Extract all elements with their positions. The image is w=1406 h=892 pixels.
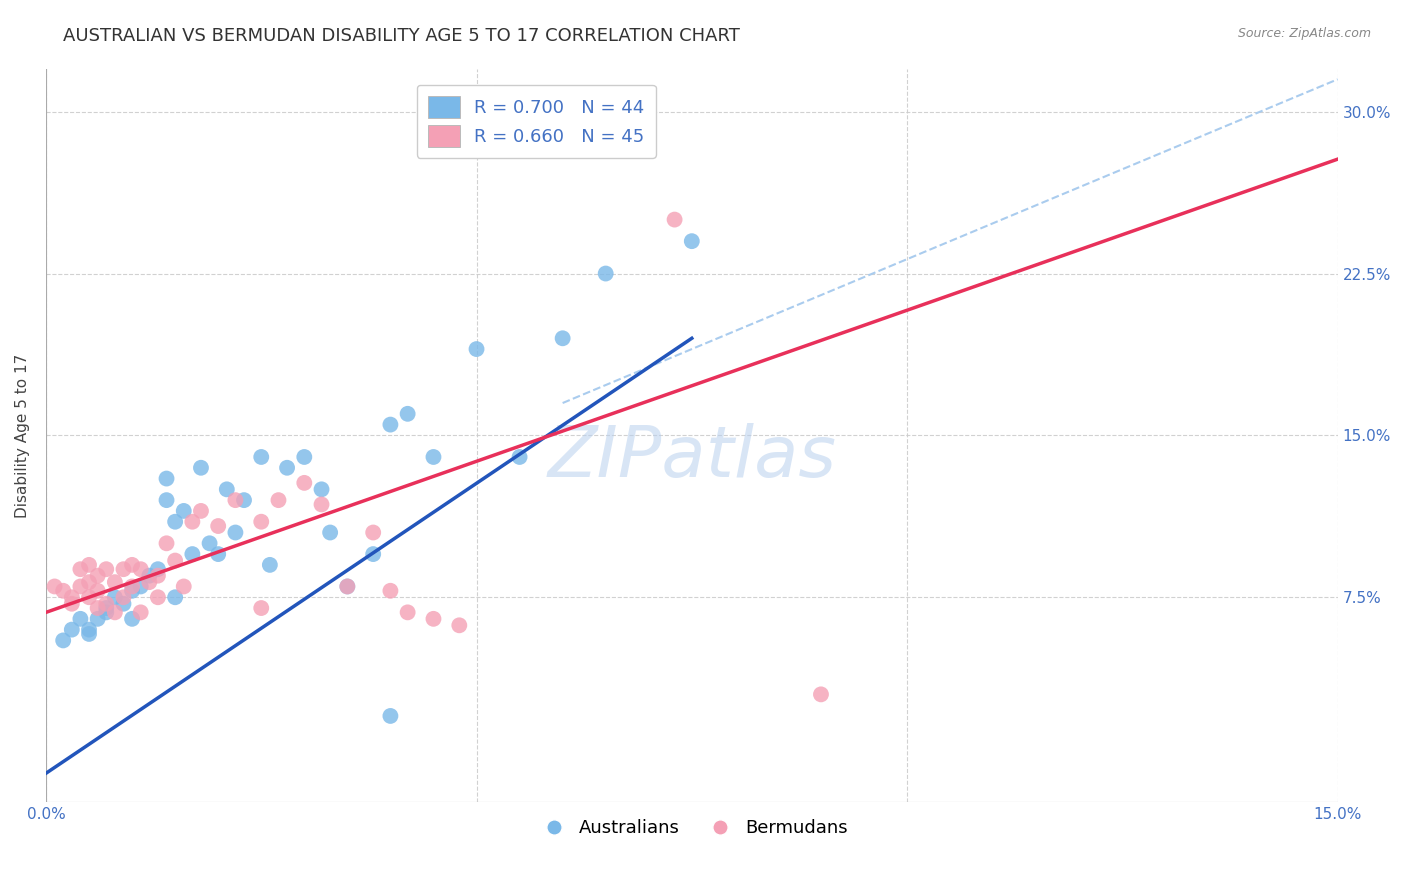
Point bbox=[422, 450, 444, 464]
Point bbox=[155, 536, 177, 550]
Point bbox=[86, 601, 108, 615]
Legend: Australians, Bermudans: Australians, Bermudans bbox=[529, 812, 855, 845]
Point bbox=[396, 605, 419, 619]
Text: AUSTRALIAN VS BERMUDAN DISABILITY AGE 5 TO 17 CORRELATION CHART: AUSTRALIAN VS BERMUDAN DISABILITY AGE 5 … bbox=[63, 27, 740, 45]
Point bbox=[121, 579, 143, 593]
Point bbox=[361, 547, 384, 561]
Point bbox=[207, 547, 229, 561]
Point bbox=[77, 623, 100, 637]
Point bbox=[77, 591, 100, 605]
Text: Source: ZipAtlas.com: Source: ZipAtlas.com bbox=[1237, 27, 1371, 40]
Point bbox=[96, 597, 118, 611]
Point bbox=[155, 493, 177, 508]
Point bbox=[96, 601, 118, 615]
Point bbox=[60, 623, 83, 637]
Point bbox=[146, 562, 169, 576]
Point bbox=[104, 575, 127, 590]
Point bbox=[165, 515, 187, 529]
Point bbox=[810, 687, 832, 701]
Point bbox=[681, 234, 703, 248]
Point bbox=[259, 558, 281, 572]
Point bbox=[104, 605, 127, 619]
Point bbox=[380, 709, 402, 723]
Point bbox=[664, 212, 686, 227]
Point bbox=[129, 562, 152, 576]
Point bbox=[422, 612, 444, 626]
Point bbox=[86, 612, 108, 626]
Point bbox=[319, 525, 342, 540]
Point bbox=[44, 579, 66, 593]
Point bbox=[190, 504, 212, 518]
Point bbox=[181, 547, 204, 561]
Point bbox=[198, 536, 221, 550]
Point bbox=[155, 471, 177, 485]
Point bbox=[250, 450, 273, 464]
Point bbox=[60, 597, 83, 611]
Point bbox=[292, 475, 315, 490]
Point bbox=[361, 525, 384, 540]
Point bbox=[380, 583, 402, 598]
Point bbox=[96, 605, 118, 619]
Point bbox=[146, 591, 169, 605]
Point bbox=[233, 493, 256, 508]
Point bbox=[146, 568, 169, 582]
Point bbox=[60, 591, 83, 605]
Point bbox=[292, 450, 315, 464]
Point bbox=[224, 493, 246, 508]
Point bbox=[595, 267, 617, 281]
Point bbox=[449, 618, 471, 632]
Point bbox=[69, 612, 91, 626]
Point bbox=[69, 562, 91, 576]
Point bbox=[129, 605, 152, 619]
Point bbox=[138, 568, 160, 582]
Y-axis label: Disability Age 5 to 17: Disability Age 5 to 17 bbox=[15, 353, 30, 517]
Point bbox=[69, 579, 91, 593]
Point bbox=[112, 562, 135, 576]
Point bbox=[121, 612, 143, 626]
Point bbox=[112, 591, 135, 605]
Point bbox=[250, 515, 273, 529]
Point bbox=[121, 583, 143, 598]
Point bbox=[250, 601, 273, 615]
Point bbox=[311, 483, 333, 497]
Point bbox=[551, 331, 574, 345]
Point bbox=[311, 498, 333, 512]
Point bbox=[215, 483, 238, 497]
Point bbox=[173, 579, 195, 593]
Point bbox=[121, 558, 143, 572]
Point bbox=[224, 525, 246, 540]
Point bbox=[52, 583, 75, 598]
Point bbox=[465, 342, 488, 356]
Point bbox=[336, 579, 359, 593]
Point bbox=[181, 515, 204, 529]
Point bbox=[165, 553, 187, 567]
Text: ZIPatlas: ZIPatlas bbox=[547, 423, 837, 491]
Point bbox=[86, 583, 108, 598]
Point bbox=[129, 579, 152, 593]
Point bbox=[173, 504, 195, 518]
Point bbox=[77, 575, 100, 590]
Point bbox=[77, 627, 100, 641]
Point bbox=[77, 558, 100, 572]
Point bbox=[509, 450, 531, 464]
Point bbox=[104, 591, 127, 605]
Point bbox=[276, 460, 298, 475]
Point bbox=[86, 568, 108, 582]
Point bbox=[396, 407, 419, 421]
Point bbox=[96, 562, 118, 576]
Point bbox=[267, 493, 290, 508]
Point bbox=[165, 591, 187, 605]
Point bbox=[138, 575, 160, 590]
Point bbox=[112, 597, 135, 611]
Point bbox=[207, 519, 229, 533]
Point bbox=[52, 633, 75, 648]
Point bbox=[336, 579, 359, 593]
Point bbox=[380, 417, 402, 432]
Point bbox=[190, 460, 212, 475]
